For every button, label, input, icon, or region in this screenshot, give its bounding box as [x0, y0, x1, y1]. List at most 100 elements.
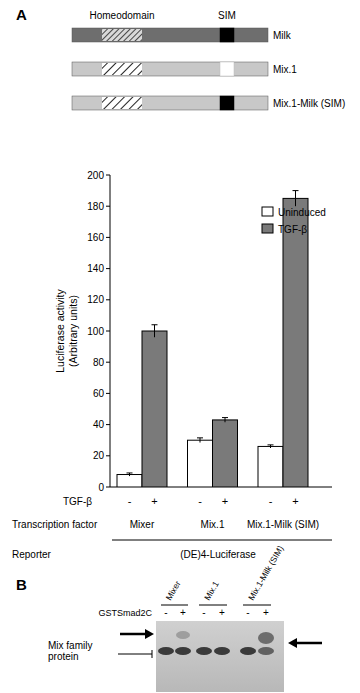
- row-sign: +: [292, 495, 298, 507]
- y-tick-label: 120: [87, 294, 104, 305]
- figure: AHomeodomainSIMMilkMix.1Mix.1-Milk (SIM)…: [0, 0, 360, 693]
- domain-label: Homeodomain: [89, 10, 154, 21]
- y-tick-label: 200: [87, 170, 104, 181]
- y-tick-label: 80: [93, 357, 105, 368]
- y-tick: [106, 393, 110, 394]
- lane-bracket: [243, 605, 271, 606]
- bar: [142, 331, 167, 487]
- legend-swatch: [262, 207, 273, 216]
- arrow-head: [145, 629, 154, 639]
- reporter-text: (DE)4-Luciferase: [180, 549, 256, 560]
- shifted-band: [176, 631, 190, 639]
- axes: 020406080100120140160180200: [87, 170, 332, 493]
- homeodomain-box: [102, 29, 142, 41]
- lane-label: Mixer: [164, 579, 183, 602]
- lane-label: Mix.1: [202, 579, 221, 602]
- band: [258, 647, 274, 655]
- sim-box: [220, 62, 234, 76]
- construct: Mix.1: [72, 62, 297, 76]
- category-label: Mix.1-Milk (SIM): [247, 519, 319, 530]
- construct-body: [72, 62, 268, 76]
- separator: [112, 540, 332, 541]
- error-bar: [268, 445, 274, 448]
- error-bar: [222, 418, 228, 423]
- arrow-shaft: [120, 633, 146, 636]
- construct-body: [72, 28, 268, 42]
- band-pointer-end: [152, 650, 153, 658]
- error-line: [295, 191, 296, 207]
- background: [0, 0, 360, 693]
- row-label: TGF-β: [63, 496, 92, 507]
- row-label: Transcription factor: [12, 519, 98, 530]
- y-tick: [106, 331, 110, 332]
- sim-box: [220, 28, 234, 42]
- homeodomain-box: [102, 63, 142, 75]
- error-bar: [293, 191, 299, 207]
- bar: [258, 446, 283, 487]
- y-tick: [106, 487, 110, 488]
- error-line: [200, 438, 201, 443]
- gel-panel: MixerMix.1Mix.1-Milk (SIM)GSTSmad2C-+-+-…: [48, 544, 322, 692]
- y-tick-label: 160: [87, 232, 104, 243]
- lane-sign: -: [202, 607, 205, 618]
- error-bar: [197, 438, 203, 443]
- row-sign: +: [151, 495, 157, 507]
- construct-name: Mix.1-Milk (SIM): [273, 98, 345, 109]
- error-cap: [152, 324, 158, 325]
- band-pointer: [118, 654, 152, 655]
- construct-body: [72, 96, 268, 110]
- y-tick: [106, 299, 110, 300]
- error-cap: [127, 472, 133, 473]
- band-label: protein: [48, 651, 79, 662]
- panel-label: B: [16, 576, 27, 593]
- sim-box: [220, 96, 234, 110]
- panel-label: A: [16, 6, 27, 23]
- band-label: Mix family: [48, 640, 92, 651]
- lane-sign: +: [219, 607, 225, 618]
- lane-bracket: [199, 605, 227, 606]
- error-line: [154, 325, 155, 337]
- band: [158, 647, 174, 655]
- lane-sign: -: [164, 607, 167, 618]
- error-cap: [197, 437, 203, 438]
- gel: [156, 621, 284, 692]
- error-cap: [293, 190, 299, 191]
- legend-swatch: [262, 224, 273, 233]
- row-sign: -: [128, 495, 132, 507]
- lane-sign: -: [246, 607, 249, 618]
- error-cap: [222, 417, 228, 418]
- arrow-head: [288, 638, 297, 648]
- error-bar: [152, 325, 158, 337]
- arrow-shaft: [296, 642, 322, 645]
- construct-name: Mix.1: [273, 64, 297, 75]
- y-tick: [106, 455, 110, 456]
- row-sign: -: [269, 495, 273, 507]
- legend-label: TGF-β: [278, 224, 307, 235]
- lane-header: GSTSmad2C: [98, 608, 152, 618]
- protein-label: Mix.1: [202, 579, 221, 602]
- category-label: Mixer: [130, 519, 155, 530]
- error-line: [225, 418, 226, 423]
- y-tick: [106, 206, 110, 207]
- y-tick: [106, 362, 110, 363]
- y-label-line: Luciferase activity: [54, 289, 66, 373]
- bar: [188, 440, 213, 487]
- y-tick-label: 60: [93, 388, 105, 399]
- bar: [117, 475, 142, 487]
- row-label: Reporter: [12, 549, 52, 560]
- lane-sign: +: [263, 607, 269, 618]
- y-tick-label: 180: [87, 201, 104, 212]
- shifted-band: [258, 632, 274, 644]
- y-label: Luciferase activity(Arbitrary units): [54, 289, 79, 373]
- y-tick-label: 0: [98, 482, 104, 493]
- y-tick: [106, 237, 110, 238]
- band: [214, 647, 230, 655]
- band: [196, 647, 212, 655]
- y-tick: [106, 424, 110, 425]
- y-tick: [106, 268, 110, 269]
- y-tick-label: 140: [87, 263, 104, 274]
- bar: [283, 198, 308, 487]
- lane-bracket: [161, 605, 188, 606]
- band: [240, 647, 256, 655]
- category-label: Mix.1: [201, 519, 225, 530]
